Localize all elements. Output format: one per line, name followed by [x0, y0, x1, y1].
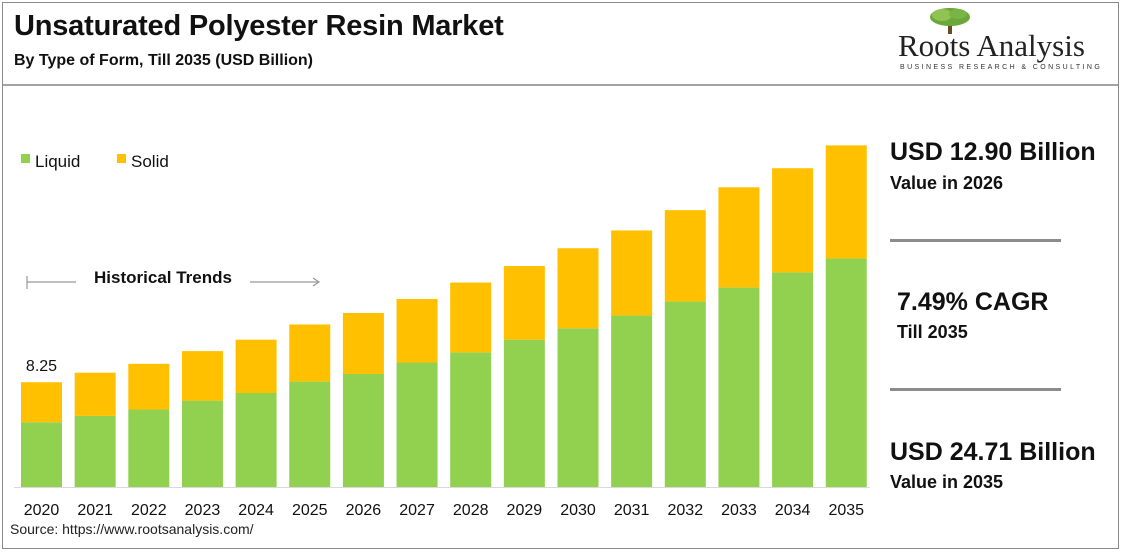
x-tick-label-2028: 2028: [453, 502, 489, 519]
bar-solid-2024: [235, 339, 277, 394]
bar-liquid-2026: [342, 373, 384, 487]
bar-liquid-2033: [718, 287, 760, 487]
x-tick-label-2021: 2021: [77, 502, 113, 519]
kpi-value-cagr: 7.49% CAGR: [897, 288, 1049, 316]
bar-solid-2032: [664, 210, 706, 302]
kpi-separator: [890, 239, 1061, 242]
kpi-caption-2035: Value in 2035: [890, 472, 1004, 492]
bar-solid-2025: [289, 324, 331, 382]
bar-solid-2028: [450, 282, 492, 353]
tree-icon: [930, 8, 970, 34]
bar-liquid-2020: [21, 422, 62, 487]
x-tick-label-2032: 2032: [668, 502, 704, 519]
legend-swatch-liquid: [21, 154, 30, 163]
bar-solid-2029: [503, 266, 545, 340]
x-tick-label-2030: 2030: [560, 502, 596, 519]
bar-liquid-2023: [181, 400, 223, 487]
brand-logo: Roots Analysis BUSINESS RESEARCH & CONSU…: [890, 4, 1100, 74]
data-label-2020: 8.25: [26, 358, 57, 375]
bar-solid-2034: [772, 168, 814, 273]
bar-liquid-2029: [503, 339, 545, 487]
bar-liquid-2035: [825, 258, 867, 487]
x-tick-label-2034: 2034: [775, 502, 811, 519]
legend-swatch-solid: [117, 154, 126, 163]
logo-name: Roots Analysis: [898, 28, 1085, 63]
kpi-caption-cagr: Till 2035: [897, 322, 968, 342]
bar-liquid-2027: [396, 362, 438, 487]
annotation-label: Historical Trends: [94, 268, 232, 287]
bar-liquid-2031: [611, 315, 653, 487]
x-tick-label-2031: 2031: [614, 502, 650, 519]
x-tick-label-2025: 2025: [292, 502, 328, 519]
x-tick-label-2022: 2022: [131, 502, 167, 519]
kpi-caption-2026: Value in 2026: [890, 173, 1004, 193]
bar-solid-2027: [396, 299, 438, 363]
x-tick-label-2020: 2020: [24, 502, 60, 519]
bar-solid-2022: [128, 363, 170, 410]
x-tick-label-2027: 2027: [399, 502, 435, 519]
legend-label-liquid: Liquid: [35, 152, 80, 171]
bar-solid-2035: [825, 145, 867, 259]
x-tick-label-2023: 2023: [185, 502, 221, 519]
bar-liquid-2032: [664, 301, 706, 487]
bar-solid-2030: [557, 248, 599, 329]
stacked-bar-chart: 2020 2021 2022 2023 2024 2025 2026 2027 2028 2029…: [14, 145, 870, 519]
x-tick-label-2035: 2035: [828, 502, 864, 519]
annotation-arrowhead: [312, 277, 321, 287]
kpi-separator: [890, 388, 1061, 391]
source-note: Source: https://www.rootsanalysis.com/: [10, 521, 254, 537]
x-tick-label-2024: 2024: [238, 502, 274, 519]
x-tick-label-2033: 2033: [721, 502, 757, 519]
page-title: Unsaturated Polyester Resin Market: [14, 10, 504, 42]
bar-solid-2020: [21, 382, 62, 423]
x-tick-label-2026: 2026: [346, 502, 382, 519]
bar-solid-2021: [74, 372, 116, 416]
bar-liquid-2024: [235, 393, 277, 487]
bar-liquid-2030: [557, 328, 599, 487]
bar-solid-2023: [181, 351, 223, 401]
bar-liquid-2021: [74, 415, 116, 487]
logo-tagline: BUSINESS RESEARCH & CONSULTING: [900, 64, 1103, 71]
bar-liquid-2028: [450, 352, 492, 487]
bar-solid-2026: [342, 313, 384, 374]
kpi-value-2035: USD 24.71 Billion: [890, 438, 1096, 466]
page-subtitle: By Type of Form, Till 2035 (USD Billion): [14, 52, 314, 69]
x-tick-label-2029: 2029: [507, 502, 543, 519]
bar-solid-2031: [611, 230, 653, 316]
bar-solid-2033: [718, 187, 760, 288]
kpi-value-2026: USD 12.90 Billion: [890, 138, 1096, 166]
header-divider: [3, 84, 1118, 86]
bar-liquid-2034: [772, 272, 814, 487]
legend-label-solid: Solid: [131, 152, 169, 171]
bar-liquid-2022: [128, 409, 170, 487]
bar-liquid-2025: [289, 381, 331, 487]
